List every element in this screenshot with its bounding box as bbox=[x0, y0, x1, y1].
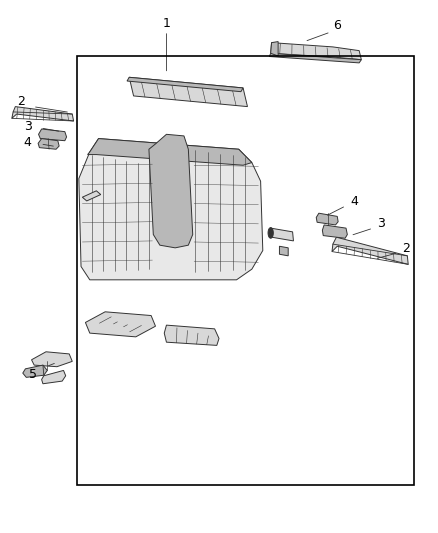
Text: 1: 1 bbox=[162, 18, 170, 30]
Polygon shape bbox=[12, 107, 74, 121]
Polygon shape bbox=[82, 191, 101, 201]
Text: 6: 6 bbox=[333, 19, 341, 31]
Polygon shape bbox=[42, 370, 66, 384]
Polygon shape bbox=[32, 352, 72, 367]
Polygon shape bbox=[149, 134, 193, 248]
Text: 2: 2 bbox=[17, 95, 25, 108]
Polygon shape bbox=[271, 228, 293, 241]
Polygon shape bbox=[322, 225, 347, 238]
Bar bbox=[77, 56, 414, 485]
Polygon shape bbox=[127, 77, 243, 92]
Polygon shape bbox=[279, 246, 288, 256]
Polygon shape bbox=[88, 139, 252, 165]
Text: 5: 5 bbox=[29, 368, 37, 381]
Text: 3: 3 bbox=[24, 120, 32, 133]
Polygon shape bbox=[271, 42, 278, 56]
Polygon shape bbox=[164, 325, 219, 345]
Ellipse shape bbox=[268, 228, 273, 238]
Polygon shape bbox=[23, 365, 47, 377]
Text: 3: 3 bbox=[377, 217, 385, 230]
Polygon shape bbox=[39, 129, 67, 141]
Text: 4: 4 bbox=[24, 136, 32, 149]
Polygon shape bbox=[85, 312, 155, 337]
Polygon shape bbox=[271, 43, 361, 60]
Polygon shape bbox=[332, 237, 408, 264]
Text: 4: 4 bbox=[350, 195, 358, 208]
Polygon shape bbox=[38, 139, 59, 149]
Polygon shape bbox=[129, 77, 247, 107]
Polygon shape bbox=[269, 53, 361, 63]
Text: 2: 2 bbox=[403, 242, 410, 255]
Polygon shape bbox=[316, 213, 338, 225]
Polygon shape bbox=[79, 139, 263, 280]
